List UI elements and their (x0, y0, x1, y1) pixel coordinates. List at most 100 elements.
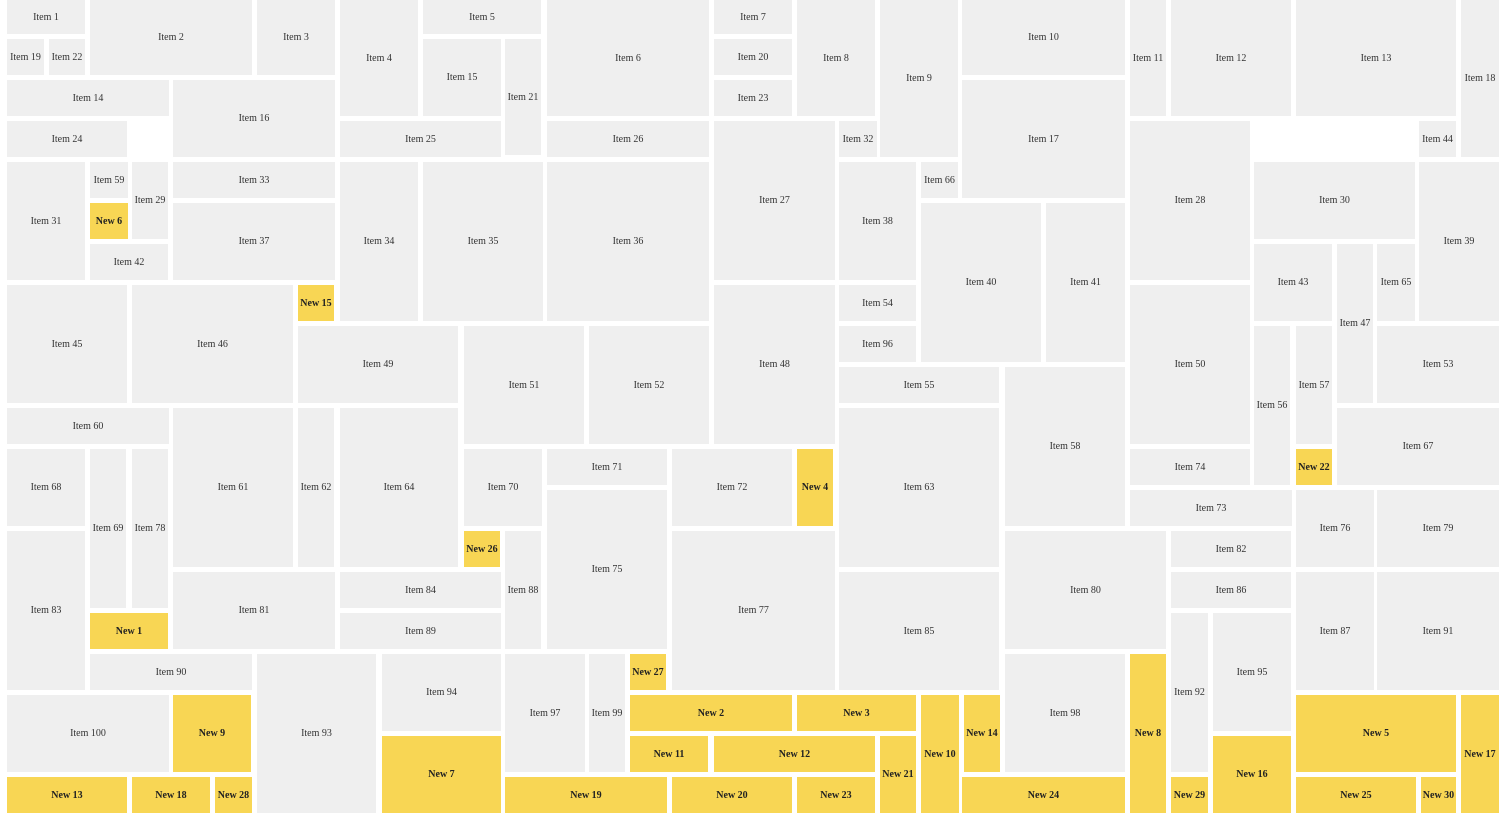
tile-item-33[interactable]: Item 33 (173, 162, 335, 198)
tile-item-80[interactable]: Item 80 (1005, 531, 1166, 649)
tile-item-43[interactable]: Item 43 (1254, 244, 1332, 321)
new-tile-new-23[interactable]: New 23 (797, 777, 875, 813)
tile-item-11[interactable]: Item 11 (1130, 0, 1166, 116)
tile-item-14[interactable]: Item 14 (7, 80, 169, 116)
tile-item-19[interactable]: Item 19 (7, 39, 44, 75)
new-tile-new-30[interactable]: New 30 (1421, 777, 1456, 813)
tile-item-35[interactable]: Item 35 (423, 162, 543, 321)
tile-item-98[interactable]: Item 98 (1005, 654, 1125, 772)
tile-item-62[interactable]: Item 62 (298, 408, 334, 567)
tile-item-79[interactable]: Item 79 (1377, 490, 1499, 567)
new-tile-new-22[interactable]: New 22 (1296, 449, 1332, 485)
tile-item-32[interactable]: Item 32 (839, 121, 877, 157)
tile-item-29[interactable]: Item 29 (132, 162, 168, 239)
new-tile-new-7[interactable]: New 7 (382, 736, 501, 813)
tile-item-93[interactable]: Item 93 (257, 654, 376, 813)
tile-item-59[interactable]: Item 59 (90, 162, 128, 198)
tile-item-50[interactable]: Item 50 (1130, 285, 1250, 444)
tile-item-65[interactable]: Item 65 (1377, 244, 1415, 321)
tile-item-34[interactable]: Item 34 (340, 162, 418, 321)
new-tile-new-9[interactable]: New 9 (173, 695, 251, 772)
tile-item-82[interactable]: Item 82 (1171, 531, 1291, 567)
tile-item-58[interactable]: Item 58 (1005, 367, 1125, 526)
tile-item-67[interactable]: Item 67 (1337, 408, 1499, 485)
new-tile-new-11[interactable]: New 11 (630, 736, 708, 772)
tile-item-71[interactable]: Item 71 (547, 449, 667, 485)
new-tile-new-6[interactable]: New 6 (90, 203, 128, 239)
tile-item-53[interactable]: Item 53 (1377, 326, 1499, 403)
tile-item-17[interactable]: Item 17 (962, 80, 1125, 198)
tile-item-51[interactable]: Item 51 (464, 326, 584, 444)
tile-item-89[interactable]: Item 89 (340, 613, 501, 649)
tile-item-83[interactable]: Item 83 (7, 531, 85, 690)
new-tile-new-10[interactable]: New 10 (921, 695, 959, 813)
new-tile-new-15[interactable]: New 15 (298, 285, 334, 321)
tile-item-78[interactable]: Item 78 (132, 449, 168, 608)
tile-item-39[interactable]: Item 39 (1419, 162, 1499, 321)
tile-item-10[interactable]: Item 10 (962, 0, 1125, 75)
tile-item-54[interactable]: Item 54 (839, 285, 916, 321)
tile-item-5[interactable]: Item 5 (423, 0, 541, 34)
tile-item-23[interactable]: Item 23 (714, 80, 792, 116)
tile-item-96[interactable]: Item 96 (839, 326, 916, 362)
new-tile-new-29[interactable]: New 29 (1171, 777, 1208, 813)
tile-item-16[interactable]: Item 16 (173, 80, 335, 157)
tile-item-55[interactable]: Item 55 (839, 367, 999, 403)
tile-item-27[interactable]: Item 27 (714, 121, 835, 280)
tile-item-42[interactable]: Item 42 (90, 244, 168, 280)
tile-item-61[interactable]: Item 61 (173, 408, 293, 567)
new-tile-new-28[interactable]: New 28 (215, 777, 252, 813)
tile-item-25[interactable]: Item 25 (340, 121, 501, 157)
tile-item-100[interactable]: Item 100 (7, 695, 169, 772)
tile-item-6[interactable]: Item 6 (547, 0, 709, 116)
tile-item-57[interactable]: Item 57 (1296, 326, 1332, 444)
tile-item-52[interactable]: Item 52 (589, 326, 709, 444)
tile-item-7[interactable]: Item 7 (714, 0, 792, 34)
new-tile-new-26[interactable]: New 26 (464, 531, 500, 567)
tile-item-15[interactable]: Item 15 (423, 39, 501, 116)
tile-item-18[interactable]: Item 18 (1461, 0, 1499, 157)
tile-item-21[interactable]: Item 21 (505, 39, 541, 155)
tile-item-48[interactable]: Item 48 (714, 285, 835, 444)
tile-item-84[interactable]: Item 84 (340, 572, 501, 608)
tile-item-13[interactable]: Item 13 (1296, 0, 1456, 116)
tile-item-46[interactable]: Item 46 (132, 285, 293, 403)
new-tile-new-20[interactable]: New 20 (672, 777, 792, 813)
tile-item-41[interactable]: Item 41 (1046, 203, 1125, 362)
new-tile-new-14[interactable]: New 14 (964, 695, 1000, 772)
tile-item-86[interactable]: Item 86 (1171, 572, 1291, 608)
tile-item-90[interactable]: Item 90 (90, 654, 252, 690)
tile-item-44[interactable]: Item 44 (1419, 121, 1456, 157)
tile-item-9[interactable]: Item 9 (880, 0, 958, 157)
tile-item-85[interactable]: Item 85 (839, 572, 999, 690)
new-tile-new-21[interactable]: New 21 (880, 736, 916, 813)
new-tile-new-3[interactable]: New 3 (797, 695, 916, 731)
tile-item-26[interactable]: Item 26 (547, 121, 709, 157)
tile-item-4[interactable]: Item 4 (340, 0, 418, 116)
tile-item-75[interactable]: Item 75 (547, 490, 667, 649)
tile-item-97[interactable]: Item 97 (505, 654, 585, 772)
tile-item-73[interactable]: Item 73 (1130, 490, 1292, 526)
tile-item-77[interactable]: Item 77 (672, 531, 835, 690)
tile-item-3[interactable]: Item 3 (257, 0, 335, 75)
new-tile-new-24[interactable]: New 24 (962, 777, 1125, 813)
tile-item-87[interactable]: Item 87 (1296, 572, 1374, 690)
tile-item-30[interactable]: Item 30 (1254, 162, 1415, 239)
new-tile-new-4[interactable]: New 4 (797, 449, 833, 526)
tile-item-60[interactable]: Item 60 (7, 408, 169, 444)
tile-item-66[interactable]: Item 66 (921, 162, 958, 198)
new-tile-new-27[interactable]: New 27 (630, 654, 666, 690)
tile-item-45[interactable]: Item 45 (7, 285, 127, 403)
tile-item-1[interactable]: Item 1 (7, 0, 85, 34)
tile-item-95[interactable]: Item 95 (1213, 613, 1291, 731)
tile-item-92[interactable]: Item 92 (1171, 613, 1208, 772)
new-tile-new-25[interactable]: New 25 (1296, 777, 1416, 813)
tile-item-20[interactable]: Item 20 (714, 39, 792, 75)
tile-item-81[interactable]: Item 81 (173, 572, 335, 649)
tile-item-91[interactable]: Item 91 (1377, 572, 1499, 690)
new-tile-new-16[interactable]: New 16 (1213, 736, 1291, 813)
new-tile-new-2[interactable]: New 2 (630, 695, 792, 731)
tile-item-64[interactable]: Item 64 (340, 408, 458, 567)
tile-item-49[interactable]: Item 49 (298, 326, 458, 403)
tile-item-12[interactable]: Item 12 (1171, 0, 1291, 116)
